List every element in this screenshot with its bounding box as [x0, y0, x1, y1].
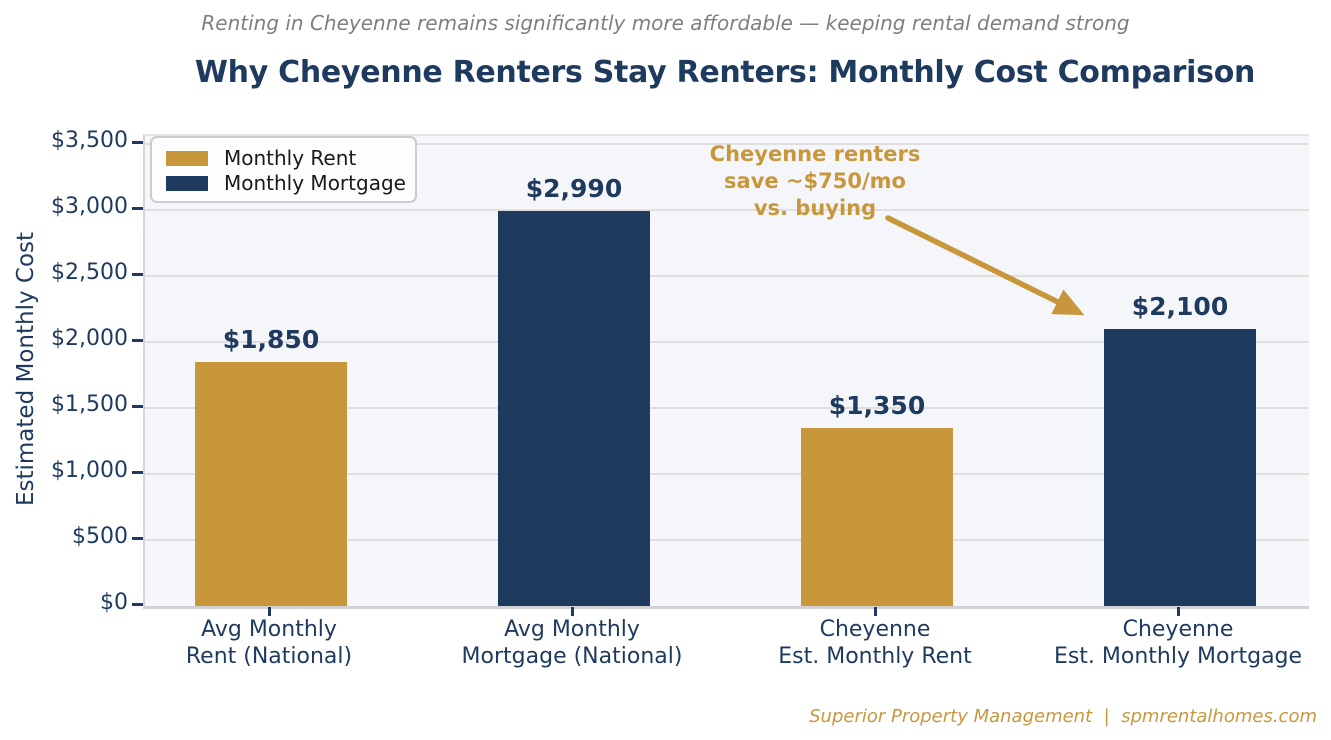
x-tick-label-line: Cheyenne	[819, 617, 931, 642]
chart-bar	[195, 361, 347, 606]
gridline	[145, 538, 1309, 541]
y-tick-label: $3,000	[51, 193, 128, 219]
annotation-line: Cheyenne renters	[709, 142, 921, 166]
bar-value-label: $1,350	[828, 390, 926, 420]
legend-swatch	[166, 150, 208, 166]
x-tick-label-line: Est. Monthly Rent	[778, 644, 972, 669]
y-tick-label: $1,000	[51, 457, 128, 483]
x-tick-label: Cheyenne Est. Monthly Mortgage	[1008, 616, 1331, 670]
x-tick-label-line: Mortgage (National)	[461, 644, 683, 669]
plot-area: $1,850 $2,990 $1,350 $2,100	[143, 134, 1309, 609]
y-tick-label: $500	[72, 523, 128, 549]
y-tick-label: $2,500	[51, 259, 128, 285]
chart-subtitle: Renting in Cheyenne remains significantl…	[201, 11, 1130, 35]
y-tick-mark	[132, 470, 143, 474]
chart-title: Why Cheyenne Renters Stay Renters: Month…	[194, 55, 1256, 90]
y-tick-mark	[132, 206, 143, 210]
footer-branding: Superior Property Management | spmrental…	[809, 706, 1317, 727]
y-tick-label: $1,500	[51, 391, 128, 417]
legend-item: Monthly Rent	[166, 146, 403, 170]
gridline	[145, 406, 1309, 409]
x-tick-label-line: Avg Monthly	[504, 617, 640, 642]
y-tick-mark	[132, 536, 143, 540]
x-tick-label-line: Rent (National)	[185, 644, 353, 669]
x-tick-label: Avg Monthly Mortgage (National)	[402, 616, 742, 670]
x-tick-label-line: Est. Monthly Mortgage	[1053, 644, 1303, 669]
annotation-line: vs. buying	[753, 196, 877, 220]
x-tick-label-line: Cheyenne	[1122, 617, 1234, 642]
gridline	[145, 274, 1309, 277]
legend: Monthly Rent Monthly Mortgage	[150, 136, 417, 203]
chart-bar	[1104, 328, 1256, 606]
annotation-text: Cheyenne renters save ~$750/mo vs. buying	[655, 141, 975, 222]
x-tick-mark	[1176, 607, 1180, 616]
legend-label: Monthly Rent	[224, 146, 357, 170]
x-tick-label: Cheyenne Est. Monthly Rent	[705, 616, 1045, 670]
y-tick-label: $2,000	[51, 325, 128, 351]
x-tick-mark	[570, 607, 574, 616]
y-tick-mark	[132, 140, 143, 144]
y-tick-mark	[132, 338, 143, 342]
gridline	[145, 142, 1309, 145]
y-tick-label: $3,500	[51, 127, 128, 153]
chart-bar	[498, 211, 650, 606]
legend-swatch	[166, 175, 208, 191]
x-tick-label-line: Avg Monthly	[201, 617, 337, 642]
y-tick-mark	[132, 272, 143, 276]
gridline	[145, 340, 1309, 343]
legend-label: Monthly Mortgage	[224, 171, 406, 195]
x-tick-label: Avg Monthly Rent (National)	[99, 616, 439, 670]
legend-item: Monthly Mortgage	[166, 171, 406, 195]
chart-bar	[801, 427, 953, 606]
x-tick-mark	[873, 607, 877, 616]
gridline	[145, 472, 1309, 475]
bar-value-label: $1,850	[222, 324, 320, 354]
x-tick-mark	[267, 607, 271, 616]
y-tick-label: $0	[100, 590, 128, 615]
annotation-line: save ~$750/mo	[724, 169, 906, 193]
y-tick-mark	[132, 603, 143, 606]
gridline	[145, 208, 1309, 211]
bar-value-label: $2,990	[525, 174, 623, 204]
y-tick-mark	[132, 404, 143, 408]
bar-value-label: $2,100	[1131, 291, 1229, 321]
